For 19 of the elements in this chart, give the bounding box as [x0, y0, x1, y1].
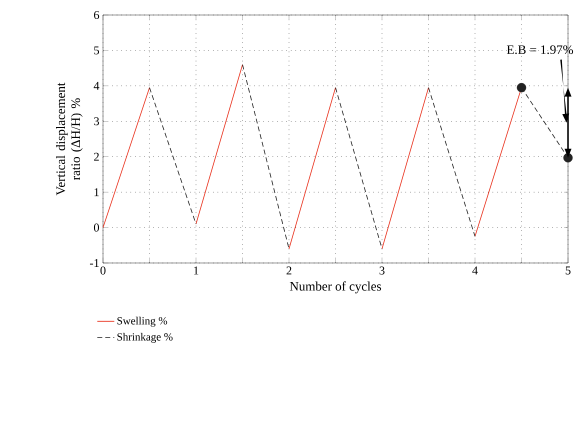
y-tick-label: 5 — [94, 46, 100, 54]
legend-label: Shrinkage % — [117, 332, 173, 343]
x-tick-label: 5 — [566, 266, 571, 274]
x-axis-title: Number of cycles — [290, 281, 382, 294]
y-tick-label: 3 — [94, 117, 100, 126]
x-tick-label: 4 — [472, 266, 478, 274]
y-tick-label: 4 — [94, 82, 100, 90]
y-tick-label: 2 — [94, 152, 99, 161]
y-tick-label: 0 — [94, 224, 100, 232]
y-tick-label: -1 — [90, 259, 99, 267]
annotation: E.B = 1.97% — [506, 45, 574, 54]
x-tick-label: 2 — [286, 266, 292, 274]
y-axis-title: Vertical displacement ratio (ΔH/H) % — [56, 82, 83, 196]
x-tick-label: 3 — [380, 266, 385, 275]
y-tick-label: 6 — [94, 10, 100, 20]
y-tick-label: 1 — [94, 188, 99, 196]
x-tick-label: 1 — [194, 266, 198, 274]
legend-label: Swelling % — [117, 316, 168, 327]
x-tick-label: 0 — [100, 266, 106, 275]
